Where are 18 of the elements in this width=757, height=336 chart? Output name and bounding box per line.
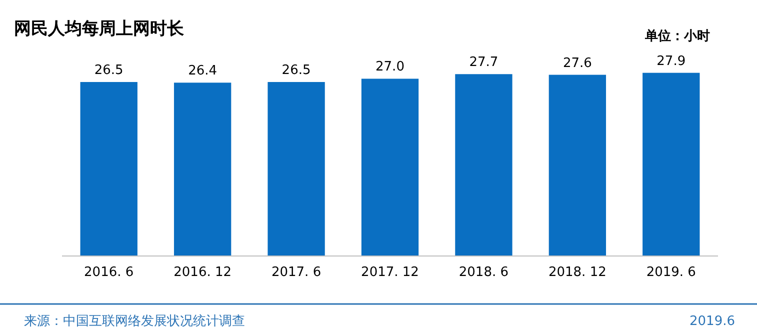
x-tick-label: 2018. 6 xyxy=(458,265,509,280)
chart-title: 网民人均每周上网时长 xyxy=(14,19,185,39)
x-tick-label: 2018. 12 xyxy=(548,265,606,280)
x-tick-label: 2019. 6 xyxy=(646,265,696,280)
x-tick-label: 2016. 12 xyxy=(174,265,232,280)
data-label: 26.4 xyxy=(188,64,218,79)
data-label: 27.0 xyxy=(376,60,404,75)
data-label: 26.5 xyxy=(282,63,311,78)
data-label: 27.9 xyxy=(656,54,686,69)
x-tick-label: 2017. 12 xyxy=(361,265,419,280)
x-tick-label: 2016. 6 xyxy=(84,265,134,280)
text: 单位：小时 xyxy=(644,28,710,44)
data-label: 26.5 xyxy=(94,63,124,78)
source-note: 来源：中国互联网络发展状况统计调查 xyxy=(24,314,245,329)
text: 2019.6 xyxy=(690,314,735,329)
data-label: 27.6 xyxy=(562,56,592,71)
x-tick-label: 2017. 6 xyxy=(271,265,322,280)
data-label: 27.7 xyxy=(469,55,498,70)
